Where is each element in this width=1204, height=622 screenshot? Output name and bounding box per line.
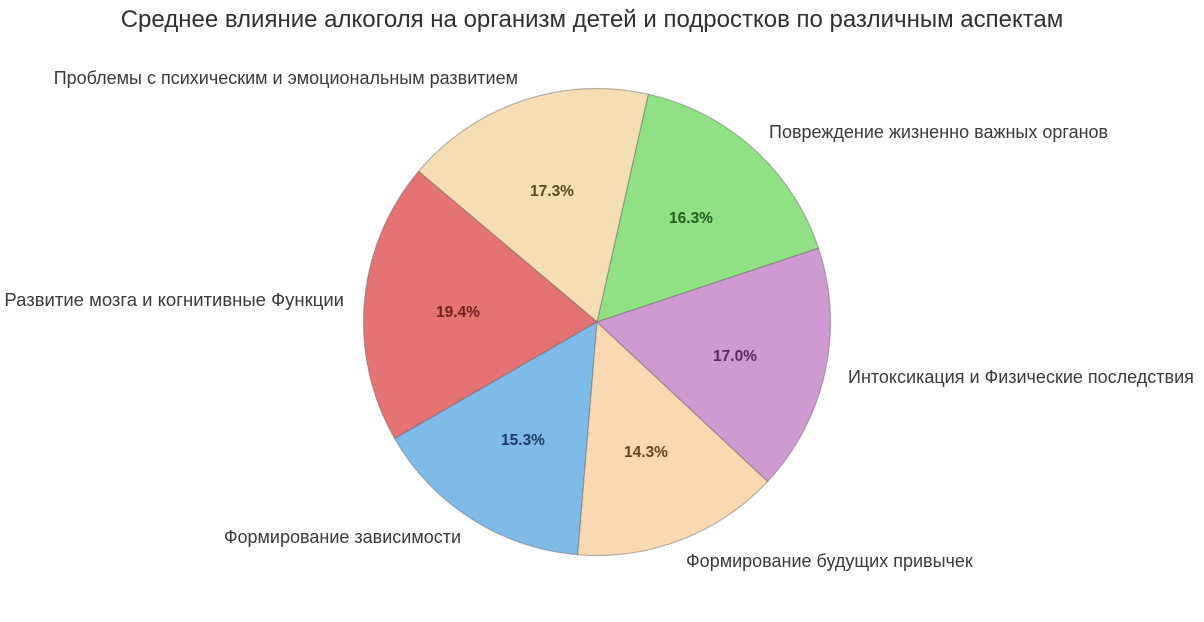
svg-text:16.3%: 16.3% [669, 210, 713, 227]
svg-text:Среднее влияние алкоголя на ор: Среднее влияние алкоголя на организм дет… [121, 6, 1064, 33]
svg-text:Формирование зависимости: Формирование зависимости [224, 527, 461, 547]
svg-text:19.4%: 19.4% [436, 304, 480, 321]
svg-text:Проблемы с психическим и эмоци: Проблемы с психическим и эмоциональным р… [54, 68, 518, 88]
svg-text:15.3%: 15.3% [501, 432, 545, 449]
svg-text:Повреждение жизненно важных ор: Повреждение жизненно важных органов [769, 122, 1108, 142]
svg-text:14.3%: 14.3% [624, 444, 668, 461]
svg-text:Развитие мозга и когнитивные Ф: Развитие мозга и когнитивные Функции [4, 289, 344, 310]
svg-text:Интоксикация и Физические посл: Интоксикация и Физические последствия [848, 367, 1194, 387]
svg-text:17.3%: 17.3% [530, 183, 574, 200]
svg-text:Формирование будущих привычек: Формирование будущих привычек [686, 551, 973, 571]
svg-text:17.0%: 17.0% [713, 348, 757, 365]
